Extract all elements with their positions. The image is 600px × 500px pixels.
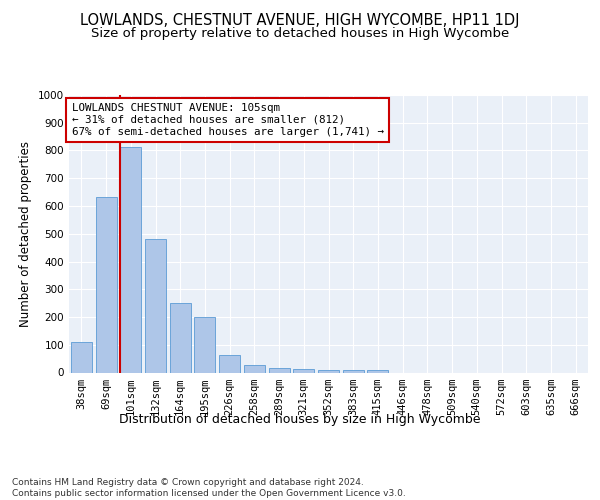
Y-axis label: Number of detached properties: Number of detached properties [19,141,32,327]
Bar [244,364,265,372]
Bar [219,356,240,372]
Bar [318,370,339,372]
Bar [343,370,364,372]
Text: Distribution of detached houses by size in High Wycombe: Distribution of detached houses by size … [119,412,481,426]
Text: Contains HM Land Registry data © Crown copyright and database right 2024.
Contai: Contains HM Land Registry data © Crown c… [12,478,406,498]
Bar [367,370,388,372]
Bar [95,197,116,372]
Text: LOWLANDS, CHESTNUT AVENUE, HIGH WYCOMBE, HP11 1DJ: LOWLANDS, CHESTNUT AVENUE, HIGH WYCOMBE,… [80,12,520,28]
Bar [194,317,215,372]
Text: LOWLANDS CHESTNUT AVENUE: 105sqm
← 31% of detached houses are smaller (812)
67% : LOWLANDS CHESTNUT AVENUE: 105sqm ← 31% o… [71,104,383,136]
Bar [120,147,141,372]
Bar [170,302,191,372]
Bar [71,342,92,372]
Bar [293,369,314,372]
Bar [269,368,290,372]
Bar [145,240,166,372]
Text: Size of property relative to detached houses in High Wycombe: Size of property relative to detached ho… [91,28,509,40]
